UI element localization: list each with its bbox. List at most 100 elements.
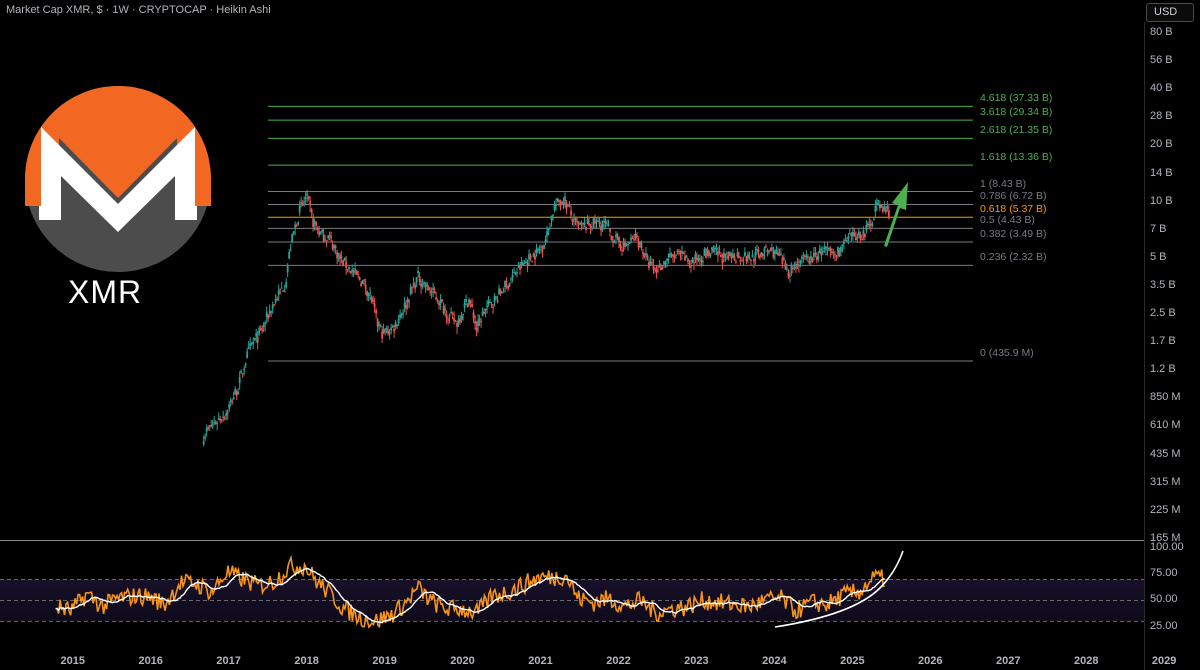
- candle-body: [606, 223, 608, 225]
- price-scale-label: 20 B: [1150, 138, 1173, 151]
- candle-body: [258, 328, 261, 335]
- candle-body: [771, 247, 773, 250]
- candle-body: [438, 302, 440, 306]
- candle-body: [715, 248, 718, 250]
- candle-body: [504, 281, 506, 288]
- candle-body: [471, 304, 473, 307]
- time-axis-label: 2020: [450, 655, 475, 667]
- candle-body: [586, 219, 589, 225]
- candle-body: [499, 290, 502, 294]
- candle-body: [869, 223, 872, 226]
- candle-body: [210, 424, 213, 427]
- candle-body: [866, 224, 869, 226]
- candle-body: [708, 251, 710, 257]
- candle-body: [339, 255, 342, 259]
- rsi-scale-label: 100.00: [1150, 541, 1184, 553]
- candle-body: [225, 413, 228, 416]
- candle-body: [706, 249, 709, 254]
- candle-body: [778, 254, 781, 256]
- candle-body: [472, 312, 475, 319]
- candle-body: [381, 331, 384, 339]
- candle-body: [360, 283, 363, 286]
- candle-body: [577, 222, 580, 224]
- candle-body: [812, 253, 815, 257]
- candle-body: [457, 318, 460, 324]
- candle-body: [742, 261, 745, 263]
- candle-body: [295, 225, 298, 227]
- candle-body: [851, 232, 854, 236]
- candle-body: [364, 284, 367, 290]
- trend-curve[interactable]: [774, 550, 904, 628]
- candle-body: [600, 226, 602, 231]
- candle-body: [838, 251, 841, 257]
- candle-body: [385, 328, 388, 330]
- candle-body: [502, 291, 505, 293]
- candle-body: [205, 428, 208, 432]
- candle-body: [279, 288, 282, 290]
- pane-divider[interactable]: [0, 540, 1144, 541]
- rsi-scale-label: 25.00: [1150, 619, 1178, 632]
- candle-body: [261, 329, 264, 332]
- candle-body: [342, 260, 345, 266]
- candle-body: [432, 288, 434, 290]
- candle-body: [334, 246, 337, 248]
- candle-body: [860, 239, 863, 241]
- currency-selector[interactable]: USD: [1146, 3, 1194, 22]
- candle-body: [534, 256, 536, 260]
- candle-body: [424, 285, 427, 288]
- candle-body: [762, 253, 764, 257]
- candle-body: [696, 257, 698, 261]
- candle-body: [763, 247, 766, 253]
- candle-body: [384, 330, 387, 332]
- arrow-up-icon[interactable]: [884, 182, 908, 247]
- candle-body: [262, 324, 265, 327]
- candle-body: [427, 287, 430, 291]
- candle-body: [821, 250, 824, 253]
- candle-body: [684, 256, 686, 261]
- candle-body: [881, 208, 884, 212]
- candle-body: [809, 256, 812, 260]
- candle-body: [666, 259, 668, 261]
- candle-body: [321, 229, 324, 232]
- candle-body: [322, 234, 325, 242]
- candle-body: [477, 320, 479, 327]
- price-scale-border: [1144, 22, 1145, 670]
- candle-body: [361, 280, 364, 284]
- candle-body: [267, 314, 270, 319]
- candle-body: [865, 225, 868, 231]
- candle-body: [291, 234, 294, 242]
- candle-body: [615, 234, 617, 238]
- monero-logo-icon: [25, 86, 211, 272]
- candle-body: [574, 218, 577, 221]
- candle-body: [234, 389, 237, 395]
- candle-body: [406, 298, 409, 303]
- candle-body: [270, 311, 273, 313]
- candle-body: [483, 312, 485, 314]
- candle-body: [529, 255, 532, 259]
- candle-body: [486, 305, 488, 307]
- candle-body: [826, 248, 829, 250]
- candle-body: [490, 303, 493, 306]
- candle-body: [549, 227, 551, 229]
- candle-body: [516, 272, 518, 274]
- candle-body: [748, 257, 751, 259]
- candle-body: [537, 249, 539, 251]
- candle-body: [802, 254, 805, 256]
- candle-body: [601, 224, 604, 228]
- candle-body: [513, 271, 515, 273]
- time-axis-label: 2017: [216, 655, 241, 667]
- candle-body: [567, 205, 569, 207]
- candle-body: [423, 282, 425, 285]
- candle-body: [285, 282, 288, 288]
- candle-body: [663, 261, 665, 265]
- fib-retracement-lines[interactable]: [268, 105, 973, 362]
- candle-body: [682, 252, 685, 254]
- candle-body: [681, 250, 683, 254]
- candle-body: [475, 327, 478, 332]
- candle-body: [535, 248, 538, 253]
- candle-body: [469, 301, 472, 303]
- candle-body: [730, 254, 733, 259]
- candle-body: [417, 270, 420, 274]
- candle-body: [842, 242, 845, 245]
